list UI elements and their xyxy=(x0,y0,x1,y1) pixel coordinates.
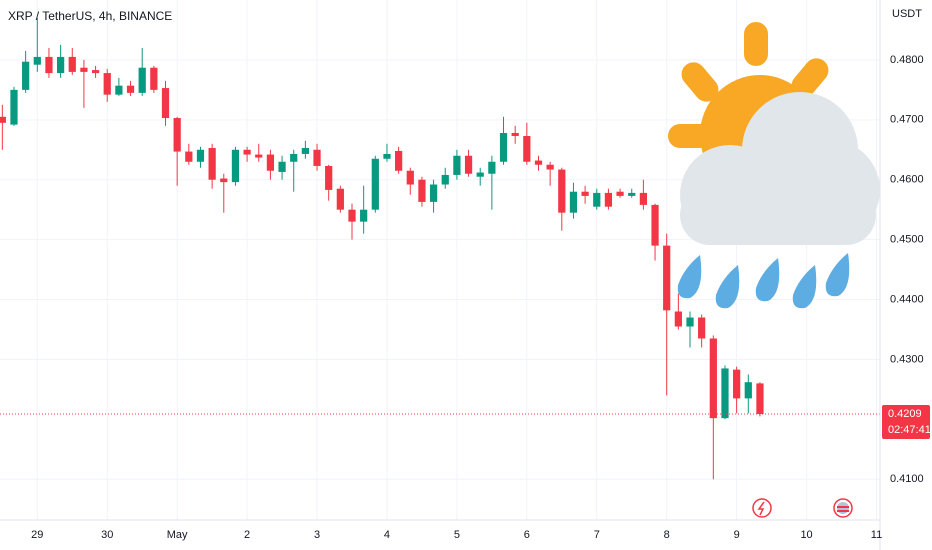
candle-body xyxy=(313,149,321,166)
candle-body xyxy=(243,149,251,155)
y-tick-label: 0.4500 xyxy=(890,234,924,246)
candle-body xyxy=(138,67,146,93)
candle-body xyxy=(231,149,240,183)
candle-body xyxy=(196,149,205,162)
candle-body xyxy=(744,382,752,399)
candle-body xyxy=(663,245,671,311)
candle-body xyxy=(476,172,484,177)
x-tick-label: 2 xyxy=(244,529,250,541)
candle-body xyxy=(383,153,391,159)
x-tick-label: 10 xyxy=(800,529,812,541)
candle-body xyxy=(255,154,263,158)
candle-body xyxy=(674,311,682,327)
x-tick-label: 4 xyxy=(384,529,390,541)
candle-body xyxy=(709,338,717,419)
countdown: 02:47:41 xyxy=(888,424,931,436)
x-tick-label: 5 xyxy=(454,529,460,541)
candle-body xyxy=(686,317,694,327)
candle-body xyxy=(115,85,123,95)
y-tick-label: 0.4700 xyxy=(890,114,924,126)
candle-body xyxy=(0,116,6,123)
candles xyxy=(0,17,880,480)
weather-icon xyxy=(668,22,880,309)
candle-body xyxy=(534,160,543,165)
candle-body xyxy=(185,151,193,162)
x-tick-label: 29 xyxy=(31,529,43,541)
candle-body xyxy=(301,147,309,154)
candle-body xyxy=(616,191,624,196)
candle-body xyxy=(733,369,741,399)
x-tick-label: 8 xyxy=(664,529,670,541)
candle-body xyxy=(150,67,158,90)
candle-body xyxy=(68,56,76,72)
chart-title: XRP / TetherUS, 4h, BINANCE xyxy=(8,9,172,23)
candle-body xyxy=(220,178,228,183)
candle-body xyxy=(429,184,438,202)
axes: 0.4100 0.4300 0.4400 0.4500 0.4600 0.4700 0.48… xyxy=(31,54,931,541)
candle-body xyxy=(756,383,764,414)
candle-body xyxy=(453,155,461,175)
last-price-label: 0.4209 xyxy=(888,408,922,420)
y-tick-label: 0.4100 xyxy=(890,473,924,485)
candle-body xyxy=(103,73,111,95)
candle-body xyxy=(371,158,379,210)
candle-body xyxy=(418,179,426,202)
candle-body xyxy=(161,88,170,119)
candle-body xyxy=(80,67,88,72)
x-tick-label: 11 xyxy=(871,529,882,541)
candle-body xyxy=(604,192,613,207)
candle-body xyxy=(45,56,53,74)
y-tick-label: 0.4600 xyxy=(890,174,924,186)
candle-body xyxy=(266,154,275,171)
candle-body xyxy=(546,164,554,170)
candle-body xyxy=(348,209,356,222)
candle-body xyxy=(464,155,473,174)
candle-body xyxy=(523,135,531,162)
candle-body xyxy=(581,191,589,196)
y-tick-label: 0.4800 xyxy=(890,54,924,66)
x-tick-label: 30 xyxy=(101,529,113,541)
candle-body xyxy=(56,56,65,74)
event-icons xyxy=(752,498,853,518)
candle-body xyxy=(10,89,18,125)
candle-body xyxy=(511,132,519,136)
candle-body xyxy=(569,191,578,213)
x-tick-label: 3 xyxy=(314,529,320,541)
candle-body xyxy=(91,70,100,74)
axis-label: USDT xyxy=(892,8,922,20)
candle-body xyxy=(488,161,496,174)
y-tick-label: 0.4400 xyxy=(890,293,924,305)
candle-body xyxy=(721,368,729,419)
candle-body xyxy=(22,61,30,90)
candle-body xyxy=(499,132,508,162)
candle-body xyxy=(278,161,286,172)
last-price-box xyxy=(882,404,930,439)
x-tick-label: 7 xyxy=(594,529,600,541)
candle-body xyxy=(698,317,706,339)
candle-body xyxy=(336,188,344,210)
x-tick-label: May xyxy=(167,529,188,541)
candle-body xyxy=(325,165,333,190)
x-tick-label: 6 xyxy=(524,529,530,541)
y-tick-label: 0.4300 xyxy=(890,353,924,365)
candle-body xyxy=(651,204,659,246)
candle-body xyxy=(360,209,368,222)
x-tick-label: 9 xyxy=(734,529,740,541)
candle-body xyxy=(290,153,298,162)
candle-body xyxy=(441,174,449,185)
candle-body xyxy=(593,192,601,207)
candle-body xyxy=(639,192,648,205)
candle-body xyxy=(126,85,135,93)
candle-body xyxy=(406,170,414,185)
candle-body xyxy=(33,56,41,65)
candle-body xyxy=(173,118,181,152)
candle-body xyxy=(628,192,636,196)
candle-body xyxy=(558,169,566,213)
candle-body xyxy=(395,150,403,171)
candle-body xyxy=(208,147,216,180)
